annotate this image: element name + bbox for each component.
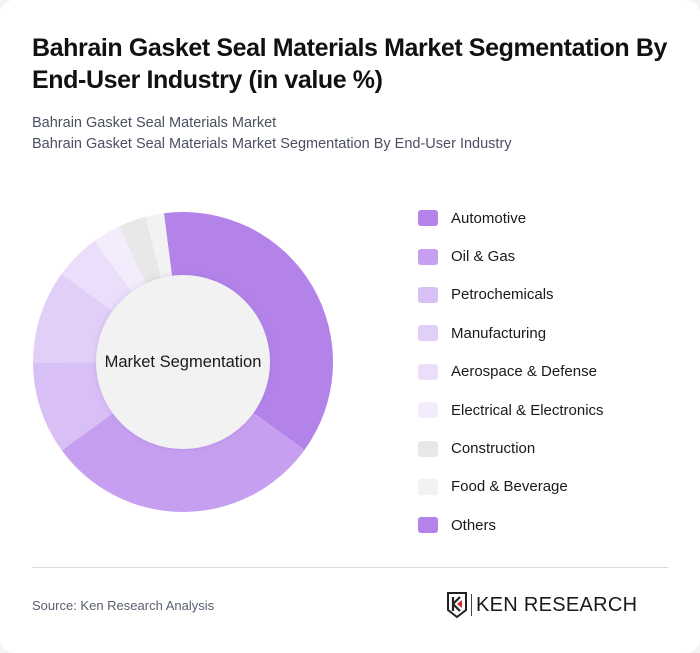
legend-swatch [418, 363, 438, 380]
legend-item-construction[interactable]: Construction [418, 429, 604, 467]
legend-swatch [418, 286, 438, 303]
legend-label: Food & Beverage [451, 478, 568, 496]
logo-text: KEN RESEARCH [476, 593, 638, 616]
legend-item-others[interactable]: Others [418, 506, 604, 544]
donut-hole [96, 275, 270, 449]
logo-separator [471, 594, 472, 616]
legend-swatch [418, 325, 438, 342]
chart-title: Bahrain Gasket Seal Materials Market Seg… [32, 34, 667, 94]
legend-item-automotive[interactable]: Automotive [418, 199, 604, 237]
donut-chart [33, 212, 333, 512]
legend-label: Construction [451, 440, 536, 458]
legend-label: Others [451, 516, 497, 534]
legend-swatch [418, 402, 438, 419]
legend-item-oil-gas[interactable]: Oil & Gas [418, 237, 604, 275]
legend-label: Aerospace & Defense [451, 363, 597, 381]
ken-logo-icon [447, 592, 467, 618]
subtitle-line-2: Bahrain Gasket Seal Materials Market Seg… [32, 136, 512, 152]
legend-swatch [418, 248, 438, 265]
chart-subtitle: Bahrain Gasket Seal Materials Market Bah… [32, 113, 672, 155]
ken-research-logo: KEN RESEARCH [447, 592, 637, 618]
chart-legend: Automotive Oil & Gas Petrochemicals Manufac… [418, 199, 604, 545]
legend-item-electrical-electronics[interactable]: Electrical & Electronics [418, 391, 604, 429]
legend-label: Oil & Gas [451, 248, 516, 266]
legend-swatch [418, 478, 438, 495]
legend-swatch [418, 517, 438, 534]
source-note: Source: Ken Research Analysis [32, 598, 215, 613]
subtitle-line-1: Bahrain Gasket Seal Materials Market [32, 115, 277, 131]
legend-label: Manufacturing [451, 324, 547, 342]
footer-divider [32, 567, 668, 568]
legend-swatch [418, 210, 438, 227]
legend-swatch [418, 440, 438, 457]
legend-item-manufacturing[interactable]: Manufacturing [418, 314, 604, 352]
slice-oil-gas[interactable] [61, 397, 305, 512]
legend-label: Electrical & Electronics [451, 401, 604, 419]
legend-item-petrochemicals[interactable]: Petrochemicals [418, 276, 604, 314]
legend-item-aerospace-defense[interactable]: Aerospace & Defense [418, 353, 604, 391]
legend-label: Petrochemicals [451, 286, 554, 304]
legend-label: Automotive [451, 209, 527, 227]
legend-item-food-beverage[interactable]: Food & Beverage [418, 468, 604, 506]
